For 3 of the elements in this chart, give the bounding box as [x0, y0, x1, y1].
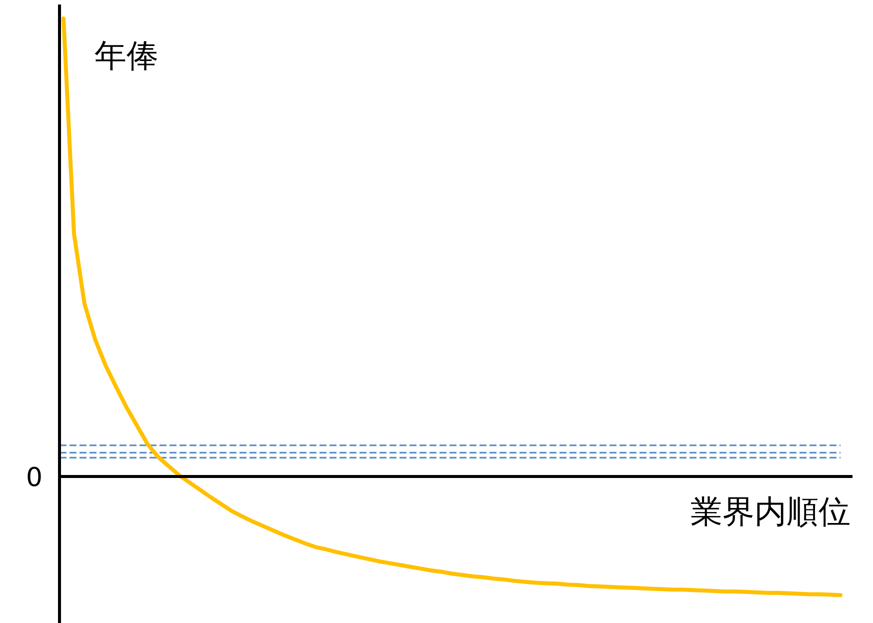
x-axis-title: 業界内順位 — [690, 492, 850, 530]
y-axis-title: 年俸 — [94, 36, 158, 74]
text: 0 — [26, 463, 43, 493]
